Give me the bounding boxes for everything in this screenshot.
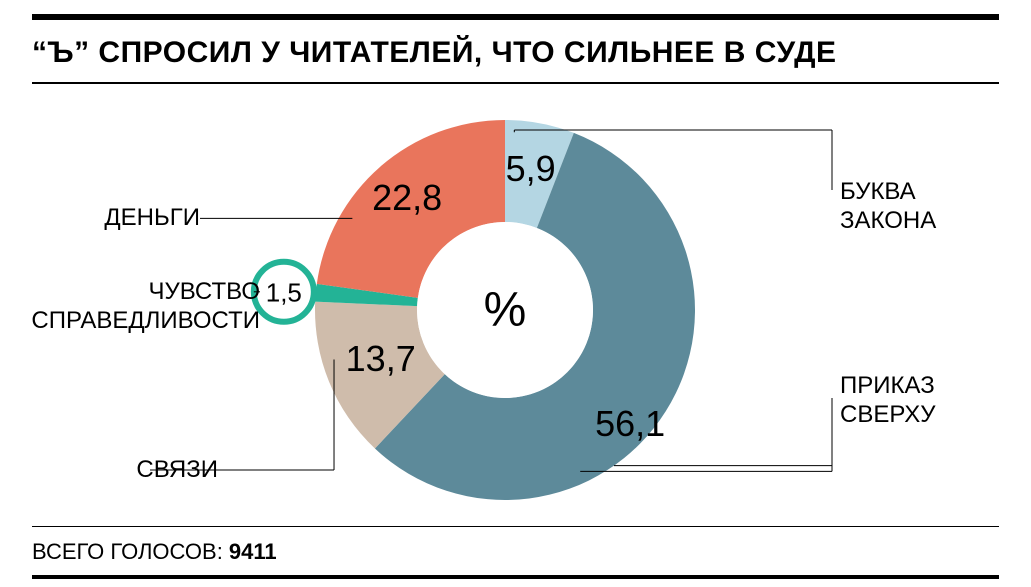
value-sense_of_justice: 1,5 [266,277,302,308]
donut-chart: % 5,9 БУКВА ЗАКОНА 56,1 ПРИКАЗ СВЕРХУ 13,7 СВЯ… [0,0,1031,587]
bottom-rule [32,575,999,579]
label-money: ДЕНЬГИ [104,204,200,233]
value-letter_of_law: 5,9 [506,148,556,190]
value-order_from_above: 56,1 [595,403,665,445]
center-percent-symbol: % [484,283,527,338]
label-sense_of_justice: ЧУВСТВО СПРАВЕДЛИВОСТИ [31,278,260,336]
infographic-frame: “Ъ” СПРОСИЛ У ЧИТАТЕЛЕЙ, ЧТО СИЛЬНЕЕ В С… [0,0,1031,587]
total-votes-label: ВСЕГО ГОЛОСОВ: [32,539,229,564]
total-votes-value: 9411 [229,539,277,564]
total-votes: ВСЕГО ГОЛОСОВ: 9411 [32,539,277,565]
label-order_from_above: ПРИКАЗ СВЕРХУ [840,372,936,430]
label-connections: СВЯЗИ [136,456,218,485]
footer-separator [32,526,999,527]
value-money: 22,8 [372,177,442,219]
label-letter_of_law: БУКВА ЗАКОНА [840,178,936,236]
value-connections: 13,7 [346,338,416,380]
